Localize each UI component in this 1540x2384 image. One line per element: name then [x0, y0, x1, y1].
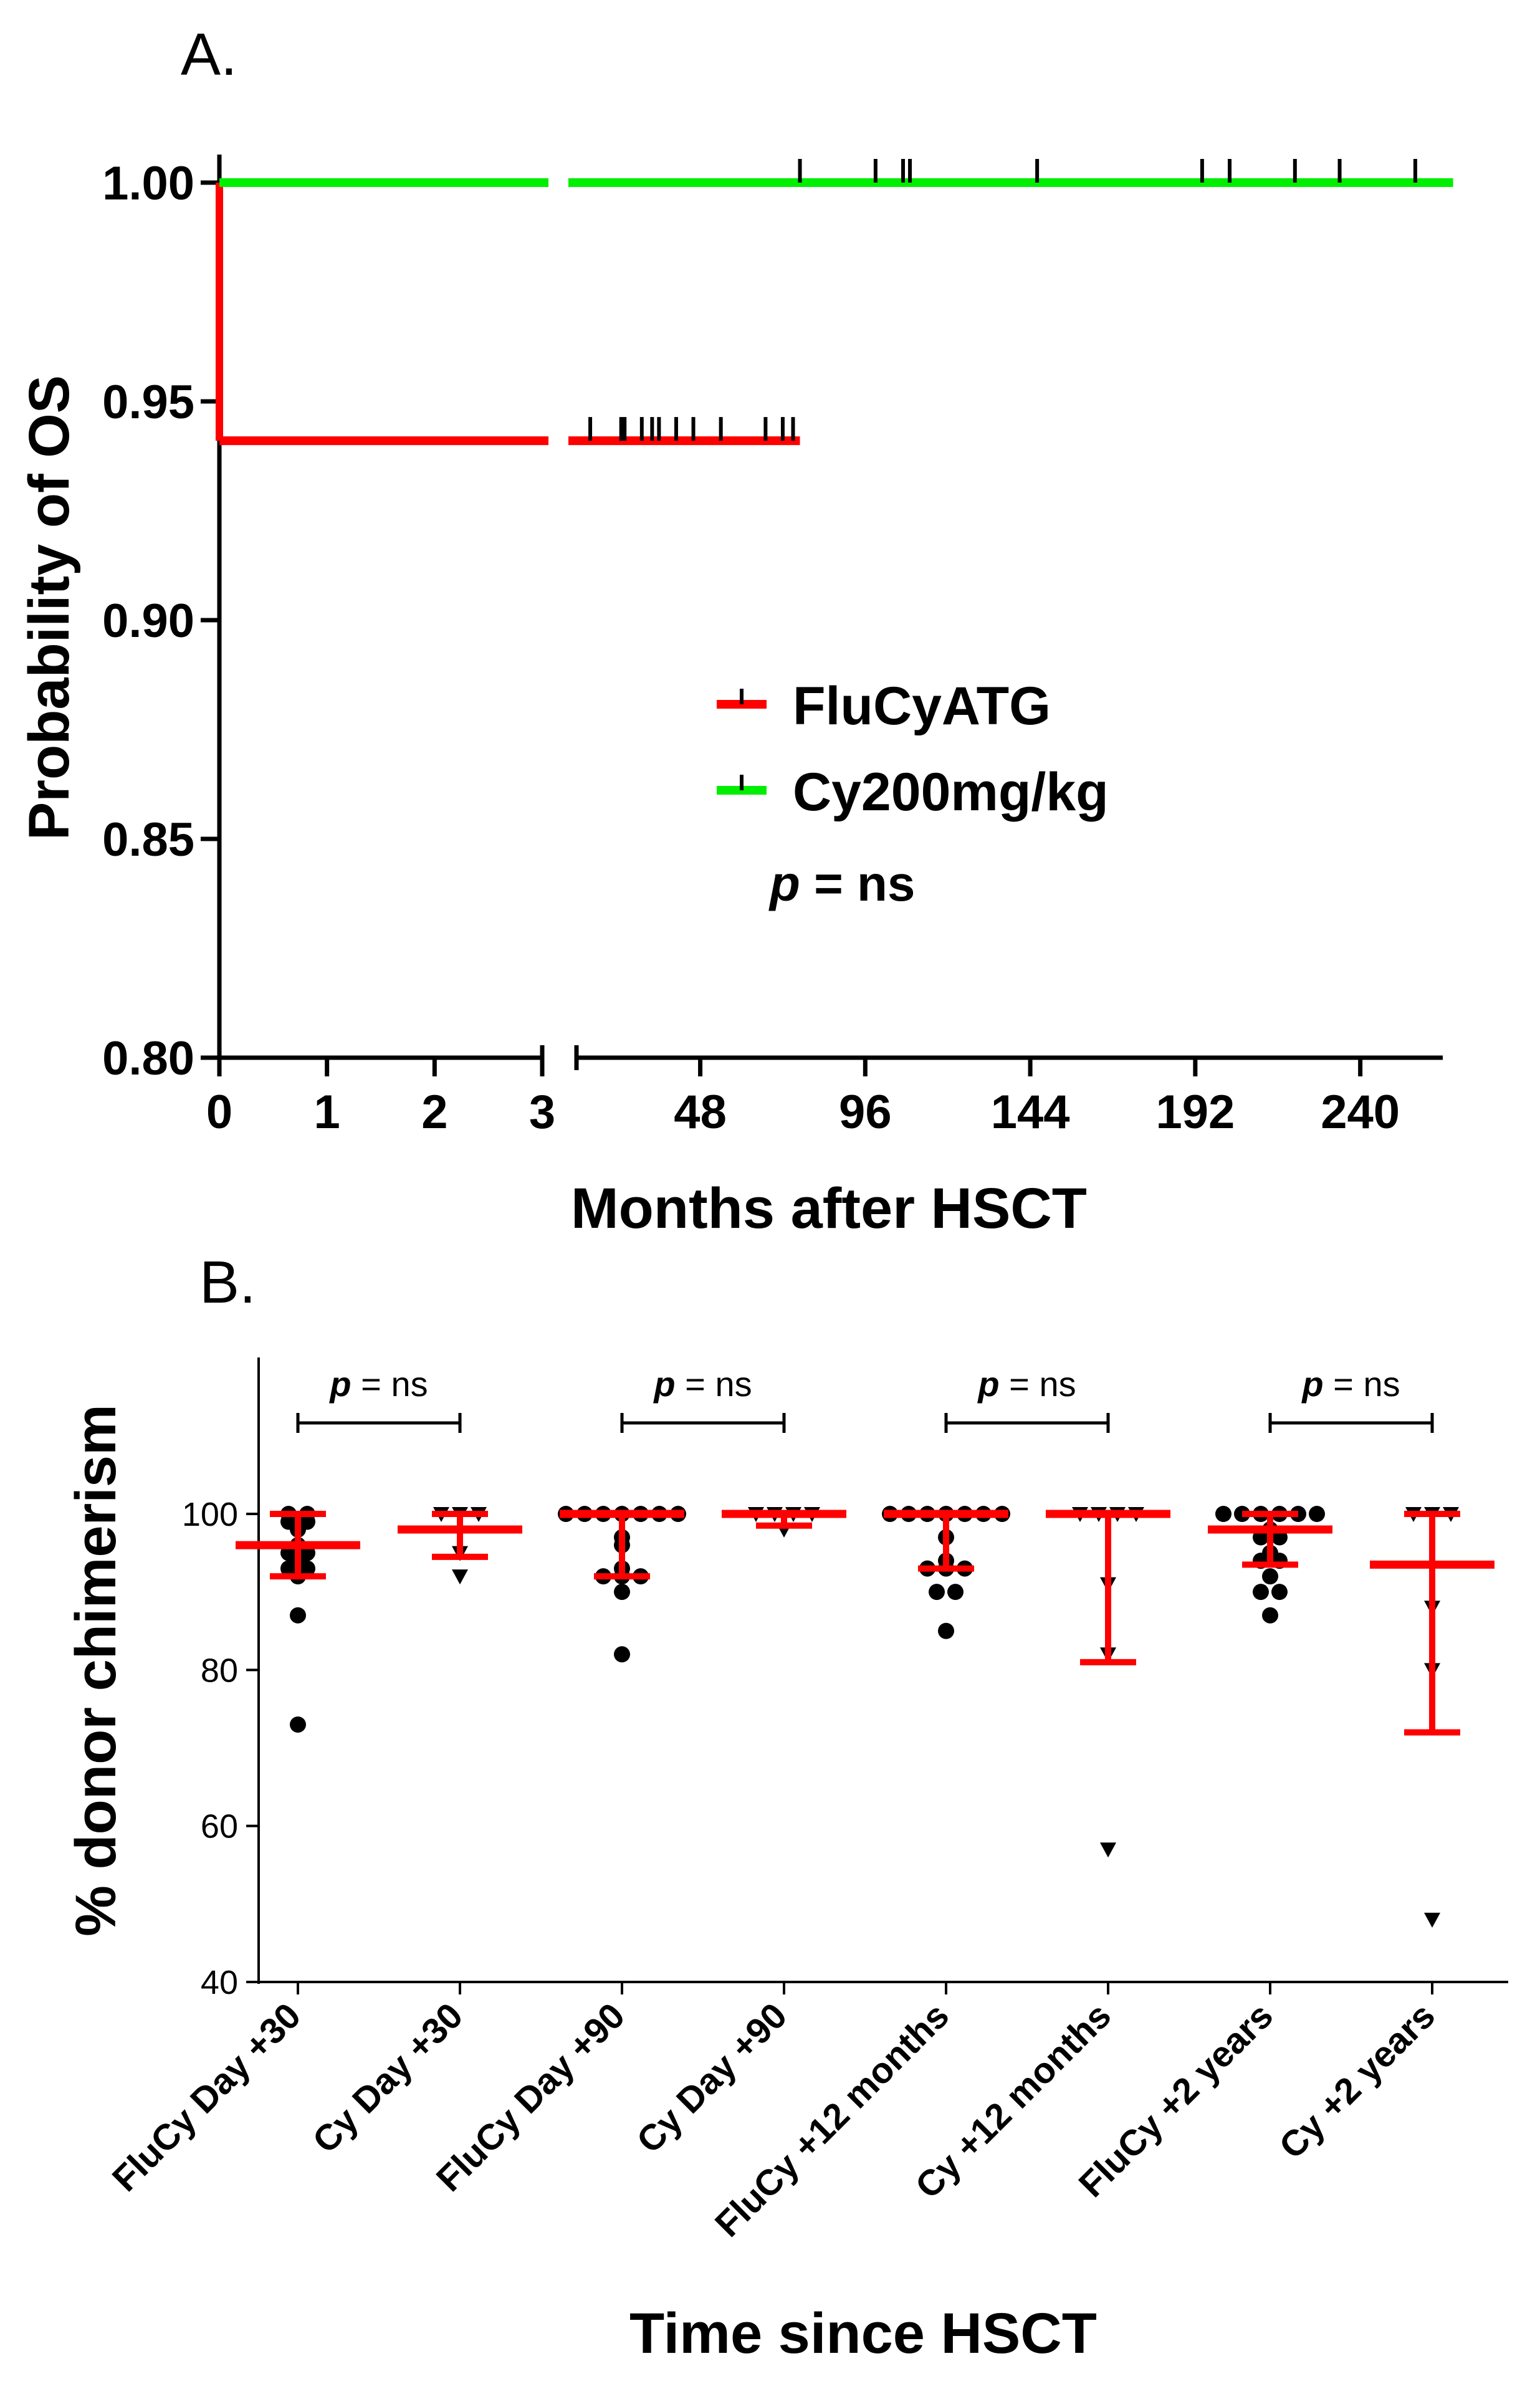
- b-comparison-p-text: = ns: [352, 1364, 428, 1404]
- a-x-tick-label: 48: [674, 1086, 727, 1139]
- b-comparison-p-text: = ns: [1000, 1364, 1076, 1404]
- b-data-point: [614, 1646, 630, 1663]
- b-data-point: [290, 1716, 306, 1733]
- b-data-point: [1100, 1842, 1116, 1858]
- panel-a-km-chart: A. 1.00 0.95 0.90 0.85 0.80 0 1 2 3 48 96 144 192 24…: [17, 21, 1453, 1240]
- b-data-point: [290, 1607, 306, 1624]
- b-data-point: [1262, 1607, 1278, 1624]
- b-comparison-p-symbol: p: [977, 1364, 999, 1404]
- panel-a-censor-marks: [588, 159, 1417, 441]
- a-x-tick-label: 1: [314, 1086, 340, 1139]
- panel-b-data-points: [280, 1506, 1459, 1928]
- panel-a-x-axis-title: Months after HSCT: [571, 1177, 1087, 1240]
- a-x-tick-label: 2: [421, 1086, 447, 1139]
- panel-b-median-iqr: [236, 1510, 1495, 1736]
- a-y-tick-label: 0.90: [102, 595, 194, 648]
- b-data-point: [614, 1584, 630, 1601]
- panel-b-comparison-brackets: p = ns p = ns p = ns p = ns: [296, 1364, 1434, 1433]
- b-x-category-label: Cy Day +90: [629, 1995, 795, 2161]
- panel-a-y-axis-title: Probability of OS: [17, 375, 81, 840]
- panel-b-y-axis-title: % donor chimerism: [64, 1404, 128, 1936]
- panel-a-label: A.: [181, 21, 237, 88]
- b-y-tick-label: 80: [201, 1652, 238, 1689]
- panel-a-p-symbol: p: [768, 856, 800, 911]
- b-x-category-label: Cy Day +30: [305, 1995, 471, 2161]
- panel-a-x-ticks: 0 1 2 3 48 96 144 192 240: [206, 1045, 1400, 1139]
- b-x-category-label: Cy +2 years: [1271, 1995, 1443, 2166]
- panel-a-p-value: p = ns: [768, 856, 915, 911]
- a-x-tick-label: 3: [529, 1086, 555, 1139]
- b-y-tick-label: 40: [201, 1964, 238, 2001]
- a-x-tick-label: 144: [991, 1086, 1070, 1139]
- b-y-tick-label: 100: [182, 1496, 238, 1533]
- panel-a-y-ticks: 1.00 0.95 0.90 0.85 0.80: [102, 157, 219, 1085]
- b-data-point: [452, 1569, 468, 1585]
- a-x-tick-label: 192: [1155, 1086, 1235, 1139]
- b-data-point: [947, 1584, 964, 1601]
- a-y-tick-label: 0.80: [102, 1032, 194, 1085]
- b-comparison-p-text: = ns: [1324, 1364, 1400, 1404]
- a-x-tick-label: 240: [1321, 1086, 1400, 1139]
- a-y-tick-label: 0.95: [102, 376, 194, 429]
- panel-a-legend: FluCyATG Cy200mg/kg: [717, 676, 1109, 822]
- b-data-point: [938, 1622, 954, 1639]
- b-comparison-p-symbol: p: [328, 1364, 351, 1404]
- b-data-point: [1309, 1506, 1325, 1522]
- b-data-point: [1262, 1568, 1278, 1585]
- b-y-tick-label: 60: [201, 1808, 238, 1845]
- b-x-category-label: FluCy Day +30: [105, 1995, 308, 2199]
- panel-a-p-text: = ns: [800, 856, 916, 911]
- panel-b-y-ticks: 100 80 60 40: [182, 1496, 259, 2001]
- b-data-point: [1424, 1912, 1440, 1928]
- b-data-point: [929, 1584, 945, 1601]
- legend-flucyatg-label: FluCyATG: [793, 676, 1051, 736]
- b-comparison-p-value: p = ns: [977, 1364, 1076, 1404]
- a-x-tick-label: 0: [206, 1086, 232, 1139]
- b-comparison-p-symbol: p: [653, 1364, 675, 1404]
- legend-cy200-label: Cy200mg/kg: [793, 762, 1109, 822]
- panel-b-x-axis-title: Time since HSCT: [629, 2302, 1097, 2365]
- b-data-point: [1215, 1506, 1232, 1522]
- b-comparison-p-symbol: p: [1301, 1364, 1323, 1404]
- b-data-point: [1253, 1584, 1269, 1601]
- b-comparison-p-value: p = ns: [1301, 1364, 1400, 1404]
- a-y-tick-label: 0.85: [102, 813, 194, 866]
- a-x-tick-label: 96: [839, 1086, 892, 1139]
- panel-a-curves: [216, 178, 1453, 446]
- b-comparison-p-value: p = ns: [653, 1364, 752, 1404]
- a-y-tick-label: 1.00: [102, 157, 194, 210]
- b-comparison-p-text: = ns: [676, 1364, 752, 1404]
- b-comparison-p-value: p = ns: [328, 1364, 428, 1404]
- panel-b-label: B.: [199, 1249, 256, 1316]
- b-data-point: [1271, 1584, 1288, 1601]
